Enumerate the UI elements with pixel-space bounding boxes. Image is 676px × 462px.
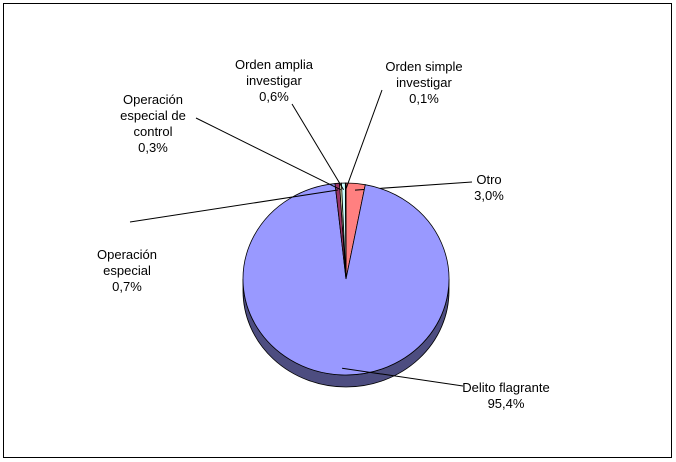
leader-line	[345, 89, 383, 190]
leader-line	[195, 117, 342, 191]
slice-label: Delito flagrante	[462, 380, 549, 395]
pie-slice	[344, 182, 347, 280]
slice-label: Operación especial	[97, 247, 157, 278]
slice-label: Operación especial de control	[120, 92, 186, 139]
slice-value-label: 3,0%	[474, 188, 504, 203]
slice-value-label: 0,1%	[409, 91, 439, 106]
slice-value-label: 95,4%	[488, 396, 525, 411]
leader-line	[291, 103, 345, 191]
slice-label: Otro	[476, 172, 501, 187]
slice-label: Orden simple investigar	[385, 59, 462, 90]
slice-value-label: 0,6%	[259, 89, 289, 104]
slice-label: Orden amplia investigar	[235, 57, 314, 88]
slice-value-label: 0,3%	[138, 140, 168, 155]
slice-value-label: 0,7%	[112, 279, 142, 294]
leader-line	[342, 367, 464, 387]
pie-slice	[242, 183, 450, 376]
leader-line	[129, 189, 338, 223]
